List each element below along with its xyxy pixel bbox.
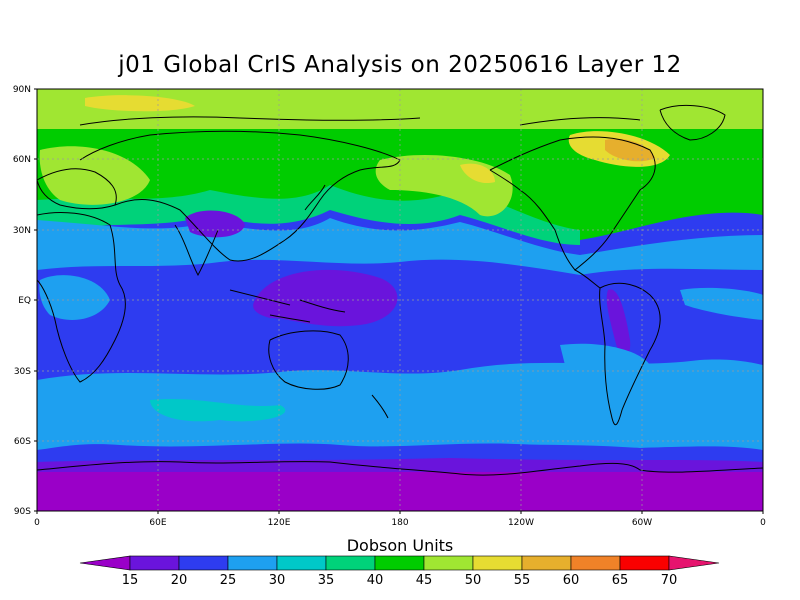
coast-asia — [79, 130, 401, 262]
colorbar-arrow-low — [79, 555, 131, 571]
colorbar-level-label: 70 — [661, 573, 678, 588]
tropical-cyan-atlantic — [680, 287, 763, 320]
colorbar-level-label: 25 — [220, 573, 237, 588]
colorbar — [79, 555, 720, 571]
colorbar-swatch — [423, 555, 474, 571]
coast-australia — [268, 330, 349, 390]
coast-new-zealand — [371, 394, 389, 419]
colorbar-level-label: 45 — [416, 573, 433, 588]
lon-label-60e: 60E — [149, 518, 166, 528]
colorbar-swatch — [521, 555, 572, 571]
high-pacific-core — [460, 163, 495, 184]
coast-central-america — [574, 269, 601, 289]
coastlines — [36, 105, 764, 476]
colorbar-swatch — [129, 555, 180, 571]
lon-label-0-west: 0 — [34, 518, 40, 528]
lat-label-30s: 30S — [14, 367, 31, 377]
lat-label-60s: 60S — [14, 437, 31, 447]
colorbar-swatch — [472, 555, 523, 571]
band-south-teal — [150, 398, 286, 422]
map-title: j01 Global CrIS Analysis on 20250616 Lay… — [118, 52, 682, 78]
colorbar-title: Dobson Units — [346, 536, 454, 555]
band-north-subtropic — [37, 185, 580, 245]
colorbar-level-label: 15 — [122, 573, 139, 588]
colorbar-level-label: 65 — [612, 573, 629, 588]
grid-lines — [37, 89, 763, 511]
tropical-low-west-pacific — [253, 269, 398, 327]
lon-label-120e: 120E — [268, 518, 291, 528]
colorbar-arrow-high — [668, 555, 720, 571]
coast-japan — [304, 184, 326, 211]
lat-label-60n: 60N — [13, 155, 31, 165]
coast-arctic — [79, 116, 641, 126]
colorbar-swatch — [619, 555, 670, 571]
colorbar-swatch — [374, 555, 425, 571]
coast-india — [174, 224, 219, 277]
high-canada-core — [605, 138, 655, 162]
colorbar-labels: 15 20 25 30 35 40 45 50 55 60 65 70 — [122, 573, 678, 588]
colorbar-level-label: 50 — [465, 573, 482, 588]
coast-antarctica — [36, 461, 764, 476]
colorbar-level-label: 60 — [563, 573, 580, 588]
colorbar-swatch — [227, 555, 278, 571]
tropical-cyan-africa — [39, 275, 110, 320]
tick-marks — [34, 88, 764, 514]
colorbar-swatch — [276, 555, 327, 571]
lat-label-eq: EQ — [18, 296, 31, 306]
lon-label-60w: 60W — [632, 518, 652, 528]
colorbar-level-label: 20 — [171, 573, 188, 588]
coast-africa — [36, 211, 126, 383]
high-arctic-west — [85, 95, 195, 112]
colorbar-swatch — [570, 555, 621, 571]
colorbar-swatch — [325, 555, 376, 571]
lon-label-180: 180 — [391, 518, 408, 528]
tropical-low-andes — [606, 289, 631, 356]
lat-label-90n: 90N — [13, 85, 31, 95]
lat-label-90s: 90S — [14, 507, 31, 517]
lat-label-30n: 30N — [13, 226, 31, 236]
colorbar-level-label: 55 — [514, 573, 531, 588]
colorbar-level-label: 30 — [269, 573, 286, 588]
colorbar-swatch — [178, 555, 229, 571]
high-europe — [39, 146, 150, 205]
colorbar-level-label: 35 — [318, 573, 335, 588]
colorbar-level-label: 40 — [367, 573, 384, 588]
coast-indonesia — [229, 289, 346, 323]
coast-greenland — [659, 105, 726, 141]
lon-label-120w: 120W — [508, 518, 534, 528]
lon-label-0-east: 0 — [760, 518, 766, 528]
coast-north-america — [489, 136, 656, 271]
coast-south-america — [599, 282, 661, 426]
